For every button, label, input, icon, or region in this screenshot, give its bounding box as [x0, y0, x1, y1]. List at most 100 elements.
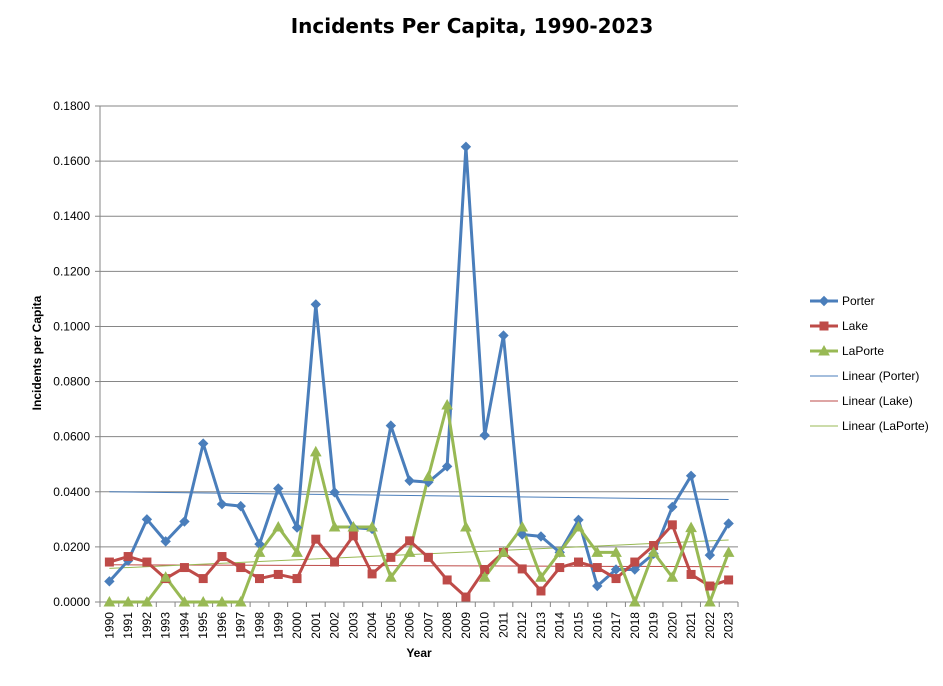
data-point-diamond — [273, 483, 284, 494]
data-point-square — [724, 575, 734, 585]
data-point-triangle — [366, 521, 378, 532]
data-point-diamond — [216, 498, 228, 510]
data-point-triangle — [347, 521, 360, 532]
data-point-triangle — [234, 595, 247, 607]
x-tick-label: 1990 — [102, 612, 116, 639]
data-point-diamond — [460, 141, 472, 152]
data-point-diamond — [235, 500, 246, 512]
data-point-diamond — [592, 580, 603, 592]
x-tick-label: 2010 — [478, 612, 492, 639]
data-point-triangle — [328, 521, 341, 532]
y-tick-label: 0.0800 — [53, 375, 90, 389]
x-tick-label: 1998 — [253, 612, 267, 639]
data-point-square — [686, 569, 696, 579]
legend: Porter Lake LaPorte Linear (Porter) Linear (… — [810, 294, 929, 433]
data-point-square — [292, 574, 302, 584]
data-point-triangle — [666, 571, 679, 582]
series-markers-lake — [104, 520, 734, 602]
data-point-triangle — [291, 546, 303, 557]
series-markers-porter — [104, 141, 734, 592]
y-tick-label: 0.1400 — [53, 209, 90, 223]
legend-label: Linear (Lake) — [842, 394, 913, 408]
trendline — [109, 491, 729, 500]
x-tick-label: 2013 — [534, 612, 548, 639]
data-point-triangle — [704, 595, 716, 607]
data-point-diamond — [629, 564, 641, 575]
data-point-triangle — [591, 546, 604, 557]
data-point-triangle — [497, 546, 510, 557]
data-point-triangle — [685, 521, 697, 533]
trendlines — [109, 491, 729, 569]
data-point-square — [198, 574, 208, 584]
data-point-square — [273, 569, 283, 579]
data-point-square — [442, 575, 452, 585]
data-point-square — [592, 563, 602, 573]
data-point-square — [104, 557, 114, 567]
data-point-triangle — [197, 595, 210, 607]
data-point-diamond — [141, 514, 153, 525]
chart-title: Incidents Per Capita, 1990-2023 — [291, 14, 654, 38]
x-tick-labels: 1990 1991 1992 1993 1994 1995 1996 1997 1998 1999… — [102, 612, 735, 639]
x-tick-label: 1992 — [140, 612, 154, 639]
data-point-diamond — [610, 564, 622, 575]
x-tick-label: 2022 — [703, 612, 717, 639]
data-point-triangle — [478, 571, 491, 582]
data-point-triangle — [722, 546, 735, 557]
y-tick-label: 0.1600 — [53, 154, 90, 168]
data-point-diamond — [197, 438, 209, 449]
legend-label: Porter — [842, 294, 875, 308]
data-point-diamond — [441, 461, 453, 472]
data-point-diamond — [404, 475, 415, 486]
y-tick-label: 0.0600 — [53, 430, 90, 444]
x-tick-label: 2004 — [365, 612, 379, 639]
data-point-square — [667, 520, 677, 530]
trendline — [109, 539, 729, 569]
data-point-square — [517, 564, 527, 574]
data-point-triangle — [572, 521, 585, 532]
data-point-diamond — [516, 529, 528, 540]
data-point-square — [367, 569, 377, 579]
data-point-triangle — [159, 571, 172, 582]
legend-label: Linear (Porter) — [842, 369, 919, 383]
trendline — [109, 564, 729, 568]
data-point-triangle — [272, 521, 285, 532]
y-tick-label: 0.1200 — [53, 264, 90, 278]
x-tick-label: 1994 — [177, 612, 191, 639]
data-point-square — [179, 563, 189, 573]
x-tick-label: 2017 — [609, 612, 623, 639]
x-tick-label: 2008 — [440, 612, 454, 639]
data-point-diamond — [498, 330, 509, 341]
x-tick-label: 2003 — [346, 612, 360, 639]
data-point-triangle — [647, 546, 660, 557]
x-tick-label: 1993 — [159, 612, 173, 639]
legend-label: Lake — [842, 319, 868, 333]
data-point-square — [574, 557, 583, 567]
series-line-lake — [108, 523, 730, 599]
x-tick-label: 1996 — [215, 612, 229, 639]
x-tick-label: 2020 — [665, 612, 679, 639]
y-tick-label: 0.0200 — [53, 540, 90, 554]
legend-label: LaPorte — [842, 344, 884, 358]
data-point-diamond — [535, 531, 547, 542]
series-line-laporte — [109, 403, 731, 604]
data-point-square — [123, 552, 133, 562]
data-point-square — [217, 552, 227, 562]
data-point-diamond — [310, 299, 322, 310]
x-tick-label: 2023 — [722, 612, 736, 639]
data-point-diamond — [385, 420, 397, 431]
data-point-diamond — [291, 522, 303, 533]
data-point-triangle — [422, 470, 435, 482]
x-tick-label: 2019 — [647, 612, 661, 639]
data-point-triangle — [309, 445, 322, 457]
data-point-triangle — [460, 521, 472, 532]
data-point-triangle — [216, 595, 228, 607]
legend-label: Linear (LaPorte) — [842, 419, 929, 433]
y-axis-label: Incidents per Capita — [30, 295, 44, 410]
data-point-square — [611, 574, 621, 584]
x-axis-label: Year — [406, 646, 432, 660]
data-point-triangle — [441, 398, 453, 410]
x-tick-label: 2002 — [328, 612, 342, 639]
x-tick-label: 2018 — [628, 612, 642, 639]
x-tick-label: 2014 — [553, 612, 567, 639]
data-point-diamond — [329, 487, 340, 498]
